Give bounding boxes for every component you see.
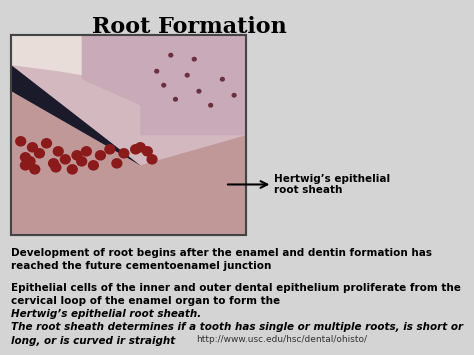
Circle shape	[82, 147, 91, 156]
Text: Hertwig’s epithelial root sheath.
The root sheath determines if a tooth has sing: Hertwig’s epithelial root sheath. The ro…	[11, 309, 464, 346]
Bar	[11, 35, 246, 235]
Circle shape	[51, 163, 61, 172]
Polygon shape	[11, 35, 105, 79]
Circle shape	[72, 151, 82, 160]
Circle shape	[20, 161, 30, 170]
Circle shape	[209, 104, 212, 107]
Circle shape	[105, 145, 115, 154]
Circle shape	[25, 157, 35, 166]
Circle shape	[197, 89, 201, 93]
Circle shape	[42, 139, 52, 148]
Circle shape	[49, 159, 58, 168]
Text: http://www.usc.edu/hsc/dental/ohisto/: http://www.usc.edu/hsc/dental/ohisto/	[196, 335, 367, 344]
Circle shape	[112, 159, 122, 168]
Polygon shape	[11, 91, 246, 235]
Circle shape	[96, 151, 105, 160]
Circle shape	[35, 149, 45, 158]
Polygon shape	[82, 35, 246, 135]
Polygon shape	[11, 65, 140, 191]
Circle shape	[131, 145, 140, 154]
Circle shape	[162, 83, 165, 87]
Circle shape	[60, 155, 70, 164]
Circle shape	[136, 143, 145, 152]
Circle shape	[20, 153, 30, 162]
Circle shape	[30, 165, 40, 174]
Circle shape	[67, 165, 77, 174]
Circle shape	[173, 98, 177, 101]
Circle shape	[155, 70, 159, 73]
Circle shape	[192, 58, 196, 61]
Circle shape	[232, 93, 236, 97]
Text: Development of root begins after the enamel and dentin formation has
reached the: Development of root begins after the ena…	[11, 248, 432, 271]
Circle shape	[220, 77, 224, 81]
Text: Root Formation: Root Formation	[92, 16, 286, 38]
Circle shape	[77, 157, 87, 166]
Circle shape	[27, 143, 37, 152]
Circle shape	[147, 155, 157, 164]
Text: Hertwig’s epithelial
root sheath: Hertwig’s epithelial root sheath	[274, 174, 390, 195]
Text: Epithelial cells of the inner and outer dental epithelium proliferate from the
c: Epithelial cells of the inner and outer …	[11, 283, 461, 306]
Circle shape	[119, 149, 129, 158]
Bar	[11, 35, 246, 235]
Circle shape	[169, 53, 173, 57]
Circle shape	[16, 137, 26, 146]
Circle shape	[89, 161, 98, 170]
Circle shape	[142, 147, 152, 156]
Circle shape	[54, 147, 63, 156]
Bar	[11, 35, 246, 235]
Circle shape	[185, 73, 189, 77]
